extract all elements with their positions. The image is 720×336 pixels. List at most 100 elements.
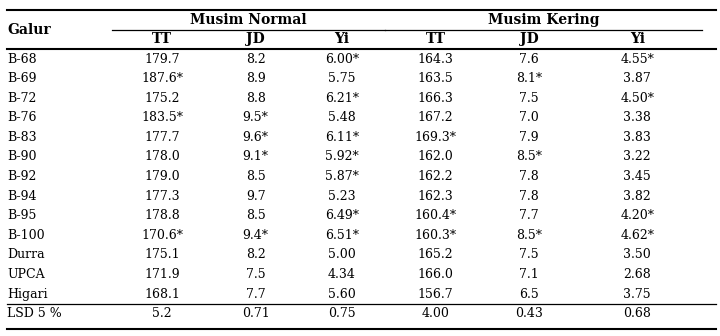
Text: 168.1: 168.1: [144, 288, 180, 300]
Text: 177.3: 177.3: [144, 190, 180, 203]
Text: Durra: Durra: [7, 248, 45, 261]
Text: 162.3: 162.3: [418, 190, 454, 203]
Text: 183.5*: 183.5*: [141, 111, 183, 124]
Text: TT: TT: [152, 33, 172, 46]
Text: JD: JD: [246, 33, 265, 46]
Text: 7.9: 7.9: [519, 131, 539, 144]
Text: B-69: B-69: [7, 72, 37, 85]
Text: 165.2: 165.2: [418, 248, 454, 261]
Text: 7.5: 7.5: [246, 268, 266, 281]
Text: 4.62*: 4.62*: [620, 229, 654, 242]
Text: 5.60: 5.60: [328, 288, 356, 300]
Text: 7.8: 7.8: [519, 170, 539, 183]
Text: 8.1*: 8.1*: [516, 72, 542, 85]
Text: 0.43: 0.43: [516, 307, 543, 320]
Text: UPCA: UPCA: [7, 268, 45, 281]
Text: 4.50*: 4.50*: [620, 92, 654, 105]
Text: Galur: Galur: [7, 23, 51, 37]
Text: 8.2: 8.2: [246, 52, 266, 66]
Text: 162.0: 162.0: [418, 151, 454, 163]
Text: B-83: B-83: [7, 131, 37, 144]
Text: 187.6*: 187.6*: [141, 72, 183, 85]
Text: 8.5*: 8.5*: [516, 151, 542, 163]
Text: 8.2: 8.2: [246, 248, 266, 261]
Text: B-94: B-94: [7, 190, 37, 203]
Text: Musim Kering: Musim Kering: [488, 13, 599, 27]
Text: 6.49*: 6.49*: [325, 209, 359, 222]
Text: 163.5: 163.5: [418, 72, 454, 85]
Text: 3.38: 3.38: [624, 111, 651, 124]
Text: TT: TT: [426, 33, 446, 46]
Text: 3.22: 3.22: [624, 151, 651, 163]
Text: B-90: B-90: [7, 151, 37, 163]
Text: 5.87*: 5.87*: [325, 170, 359, 183]
Text: 3.75: 3.75: [624, 288, 651, 300]
Text: 3.50: 3.50: [624, 248, 651, 261]
Text: 179.0: 179.0: [144, 170, 180, 183]
Text: 0.75: 0.75: [328, 307, 356, 320]
Text: 162.2: 162.2: [418, 170, 454, 183]
Text: 9.6*: 9.6*: [243, 131, 269, 144]
Text: 6.5: 6.5: [519, 288, 539, 300]
Text: 164.3: 164.3: [418, 52, 454, 66]
Text: 167.2: 167.2: [418, 111, 454, 124]
Text: 6.21*: 6.21*: [325, 92, 359, 105]
Text: 160.4*: 160.4*: [415, 209, 456, 222]
Text: 178.8: 178.8: [144, 209, 180, 222]
Text: 8.9: 8.9: [246, 72, 266, 85]
Text: 175.1: 175.1: [144, 248, 180, 261]
Text: 179.7: 179.7: [144, 52, 180, 66]
Text: 9.5*: 9.5*: [243, 111, 269, 124]
Text: B-68: B-68: [7, 52, 37, 66]
Text: 9.4*: 9.4*: [243, 229, 269, 242]
Text: 7.5: 7.5: [519, 92, 539, 105]
Text: LSD 5 %: LSD 5 %: [7, 307, 62, 320]
Text: 175.2: 175.2: [144, 92, 180, 105]
Text: 3.82: 3.82: [624, 190, 651, 203]
Text: 2.68: 2.68: [624, 268, 651, 281]
Text: B-72: B-72: [7, 92, 37, 105]
Text: 9.1*: 9.1*: [243, 151, 269, 163]
Text: Musim Normal: Musim Normal: [190, 13, 307, 27]
Text: 6.51*: 6.51*: [325, 229, 359, 242]
Text: 170.6*: 170.6*: [141, 229, 183, 242]
Text: 166.3: 166.3: [418, 92, 454, 105]
Text: 0.71: 0.71: [242, 307, 269, 320]
Text: 8.5: 8.5: [246, 209, 266, 222]
Text: 7.5: 7.5: [519, 248, 539, 261]
Text: 178.0: 178.0: [144, 151, 180, 163]
Text: 7.7: 7.7: [246, 288, 266, 300]
Text: 5.75: 5.75: [328, 72, 356, 85]
Text: 5.23: 5.23: [328, 190, 356, 203]
Text: 7.1: 7.1: [519, 268, 539, 281]
Text: 0.68: 0.68: [624, 307, 651, 320]
Text: B-95: B-95: [7, 209, 37, 222]
Text: 7.6: 7.6: [519, 52, 539, 66]
Text: B-92: B-92: [7, 170, 37, 183]
Text: 160.3*: 160.3*: [415, 229, 456, 242]
Text: 3.83: 3.83: [624, 131, 651, 144]
Text: 6.11*: 6.11*: [325, 131, 359, 144]
Text: Yi: Yi: [630, 33, 644, 46]
Text: 169.3*: 169.3*: [415, 131, 456, 144]
Text: Yi: Yi: [335, 33, 349, 46]
Text: 171.9: 171.9: [144, 268, 180, 281]
Text: 8.5*: 8.5*: [516, 229, 542, 242]
Text: 4.00: 4.00: [422, 307, 449, 320]
Text: 7.0: 7.0: [519, 111, 539, 124]
Text: JD: JD: [520, 33, 539, 46]
Text: 166.0: 166.0: [418, 268, 454, 281]
Text: B-100: B-100: [7, 229, 45, 242]
Text: 3.87: 3.87: [624, 72, 651, 85]
Text: 5.48: 5.48: [328, 111, 356, 124]
Text: B-76: B-76: [7, 111, 37, 124]
Text: 4.55*: 4.55*: [620, 52, 654, 66]
Text: 3.45: 3.45: [624, 170, 651, 183]
Text: 7.8: 7.8: [519, 190, 539, 203]
Text: 4.20*: 4.20*: [620, 209, 654, 222]
Text: 5.2: 5.2: [152, 307, 172, 320]
Text: 156.7: 156.7: [418, 288, 454, 300]
Text: 8.5: 8.5: [246, 170, 266, 183]
Text: 177.7: 177.7: [144, 131, 180, 144]
Text: 5.92*: 5.92*: [325, 151, 359, 163]
